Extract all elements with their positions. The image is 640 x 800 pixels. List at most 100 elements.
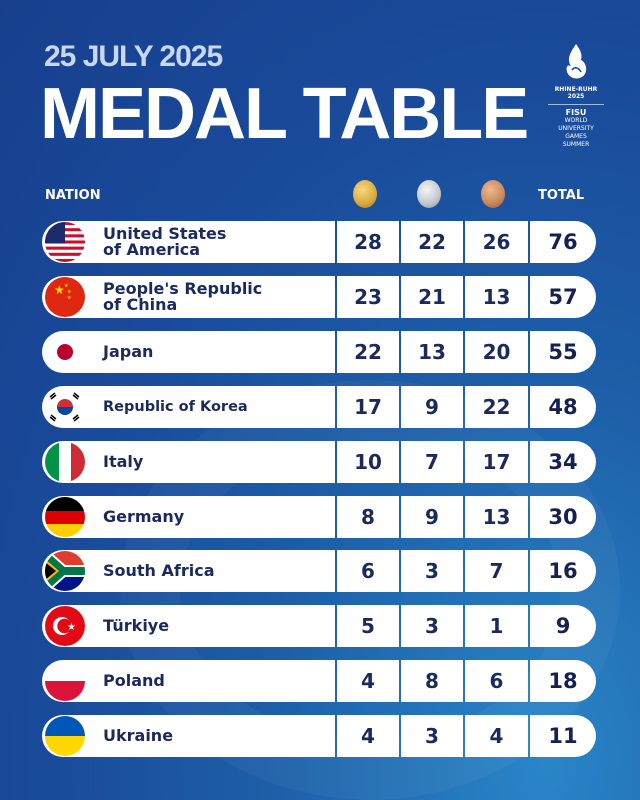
total-count: 9 xyxy=(530,605,596,648)
bronze-count: 26 xyxy=(465,221,528,263)
logo-line: GAMES xyxy=(565,133,587,140)
table-row: United States of America 28 22 26 76 xyxy=(42,221,596,263)
svg-text:★: ★ xyxy=(67,622,76,633)
nation-name: Poland xyxy=(103,671,165,691)
logo-event: RHINE-RUHR xyxy=(554,86,598,93)
flag-pl-icon xyxy=(45,661,85,702)
flag-jp-icon xyxy=(45,331,85,372)
nation-name: People's Republic of China xyxy=(103,278,263,314)
table-row: Poland 4 8 6 18 xyxy=(42,660,596,703)
nation-header: NATION xyxy=(45,188,101,203)
table-row: South Africa 6 3 7 16 xyxy=(42,550,596,593)
nation-name: Republic of Korea xyxy=(103,398,248,415)
table-row: Japan 22 13 20 55 xyxy=(42,330,596,373)
gold-count: 8 xyxy=(337,495,399,538)
flag-ua-icon xyxy=(45,716,85,757)
total-header: TOTAL xyxy=(538,188,585,203)
total-count: 16 xyxy=(530,550,596,593)
svg-text:★: ★ xyxy=(67,295,72,301)
silver-count: 22 xyxy=(401,221,463,263)
nation-name: United States of America xyxy=(103,224,227,259)
gold-count: 4 xyxy=(337,660,399,703)
date-heading: 25 JULY 2025 xyxy=(44,40,223,73)
total-count: 48 xyxy=(530,385,596,428)
nation-cell: ★ ★ ★ ★ People's Republic of China xyxy=(42,275,335,318)
flag-tr-icon: ★ xyxy=(45,606,85,647)
logo-org: FISU xyxy=(565,108,587,117)
svg-text:★: ★ xyxy=(67,289,72,295)
nation-cell: South Africa xyxy=(42,550,335,593)
page-title: MEDAL TABLE xyxy=(40,74,529,154)
table-row: Republic of Korea 17 9 22 48 xyxy=(42,385,596,428)
flag-cn-icon: ★ ★ ★ ★ xyxy=(45,276,85,317)
nation-cell: Republic of Korea xyxy=(42,385,335,428)
nation-cell: Ukraine xyxy=(42,715,335,758)
total-count: 34 xyxy=(530,440,596,483)
logo-line: UNIVERSITY xyxy=(558,125,594,132)
bronze-medal-icon xyxy=(481,180,505,208)
gold-count: 10 xyxy=(337,440,399,483)
svg-text:★: ★ xyxy=(64,283,69,289)
silver-count: 7 xyxy=(401,440,463,483)
logo-line: SUMMER xyxy=(562,141,590,148)
total-count: 55 xyxy=(530,330,596,373)
silver-count: 13 xyxy=(401,330,463,373)
nation-name: Italy xyxy=(103,451,144,471)
nation-cell: ★ Türkiye xyxy=(42,605,335,648)
silver-count: 9 xyxy=(401,385,463,428)
silver-medal-icon xyxy=(417,180,441,208)
nation-cell: United States of America xyxy=(42,221,335,263)
silver-count: 21 xyxy=(401,275,463,318)
flag-it-icon xyxy=(45,441,85,482)
gold-count: 28 xyxy=(337,221,399,263)
svg-text:★: ★ xyxy=(54,283,65,297)
gold-medal-icon xyxy=(353,180,377,208)
nation-name: Ukraine xyxy=(103,726,174,746)
bronze-count: 6 xyxy=(465,660,528,703)
table-row: ★ Türkiye 5 3 1 9 xyxy=(42,605,596,648)
nation-name: South Africa xyxy=(103,561,215,581)
flag-us-icon xyxy=(45,222,85,262)
nation-cell: Poland xyxy=(42,660,335,703)
silver-count: 3 xyxy=(401,715,463,758)
nation-name: Germany xyxy=(103,506,185,526)
nation-name: Japan xyxy=(103,341,154,361)
logo-year: 2025 xyxy=(567,93,585,100)
silver-count: 3 xyxy=(401,605,463,648)
total-count: 30 xyxy=(530,495,596,538)
total-count: 11 xyxy=(530,715,596,758)
total-count: 18 xyxy=(530,660,596,703)
bronze-count: 4 xyxy=(465,715,528,758)
bronze-count: 13 xyxy=(465,275,528,318)
total-count: 76 xyxy=(530,221,596,263)
bronze-count: 7 xyxy=(465,550,528,593)
flag-kr-icon xyxy=(45,386,85,427)
bronze-count: 13 xyxy=(465,495,528,538)
nation-cell: Germany xyxy=(42,495,335,538)
gold-count: 4 xyxy=(337,715,399,758)
table-row: Germany 8 9 13 30 xyxy=(42,495,596,538)
gold-count: 22 xyxy=(337,330,399,373)
bronze-count: 1 xyxy=(465,605,528,648)
table-row: Italy 10 7 17 34 xyxy=(42,440,596,483)
silver-count: 8 xyxy=(401,660,463,703)
bronze-count: 20 xyxy=(465,330,528,373)
table-row: Ukraine 4 3 4 11 xyxy=(42,715,596,758)
fisu-logo: RHINE-RUHR 2025 FISU WORLD UNIVERSITY GA… xyxy=(548,42,604,149)
nation-cell: Italy xyxy=(42,440,335,483)
gold-count: 23 xyxy=(337,275,399,318)
nation-name: Türkiye xyxy=(103,616,170,636)
bronze-count: 22 xyxy=(465,385,528,428)
nation-cell: Japan xyxy=(42,330,335,373)
gold-count: 5 xyxy=(337,605,399,648)
flame-logo-icon xyxy=(566,44,587,79)
silver-count: 9 xyxy=(401,495,463,538)
flag-za-icon xyxy=(45,551,85,592)
gold-count: 6 xyxy=(337,550,399,593)
logo-line: WORLD xyxy=(564,117,588,124)
flag-de-icon xyxy=(45,496,85,537)
silver-count: 3 xyxy=(401,550,463,593)
table-row: ★ ★ ★ ★ People's Republic of China 23 21 13 57 xyxy=(42,275,596,318)
logo-divider xyxy=(548,104,604,105)
bronze-count: 17 xyxy=(465,440,528,483)
